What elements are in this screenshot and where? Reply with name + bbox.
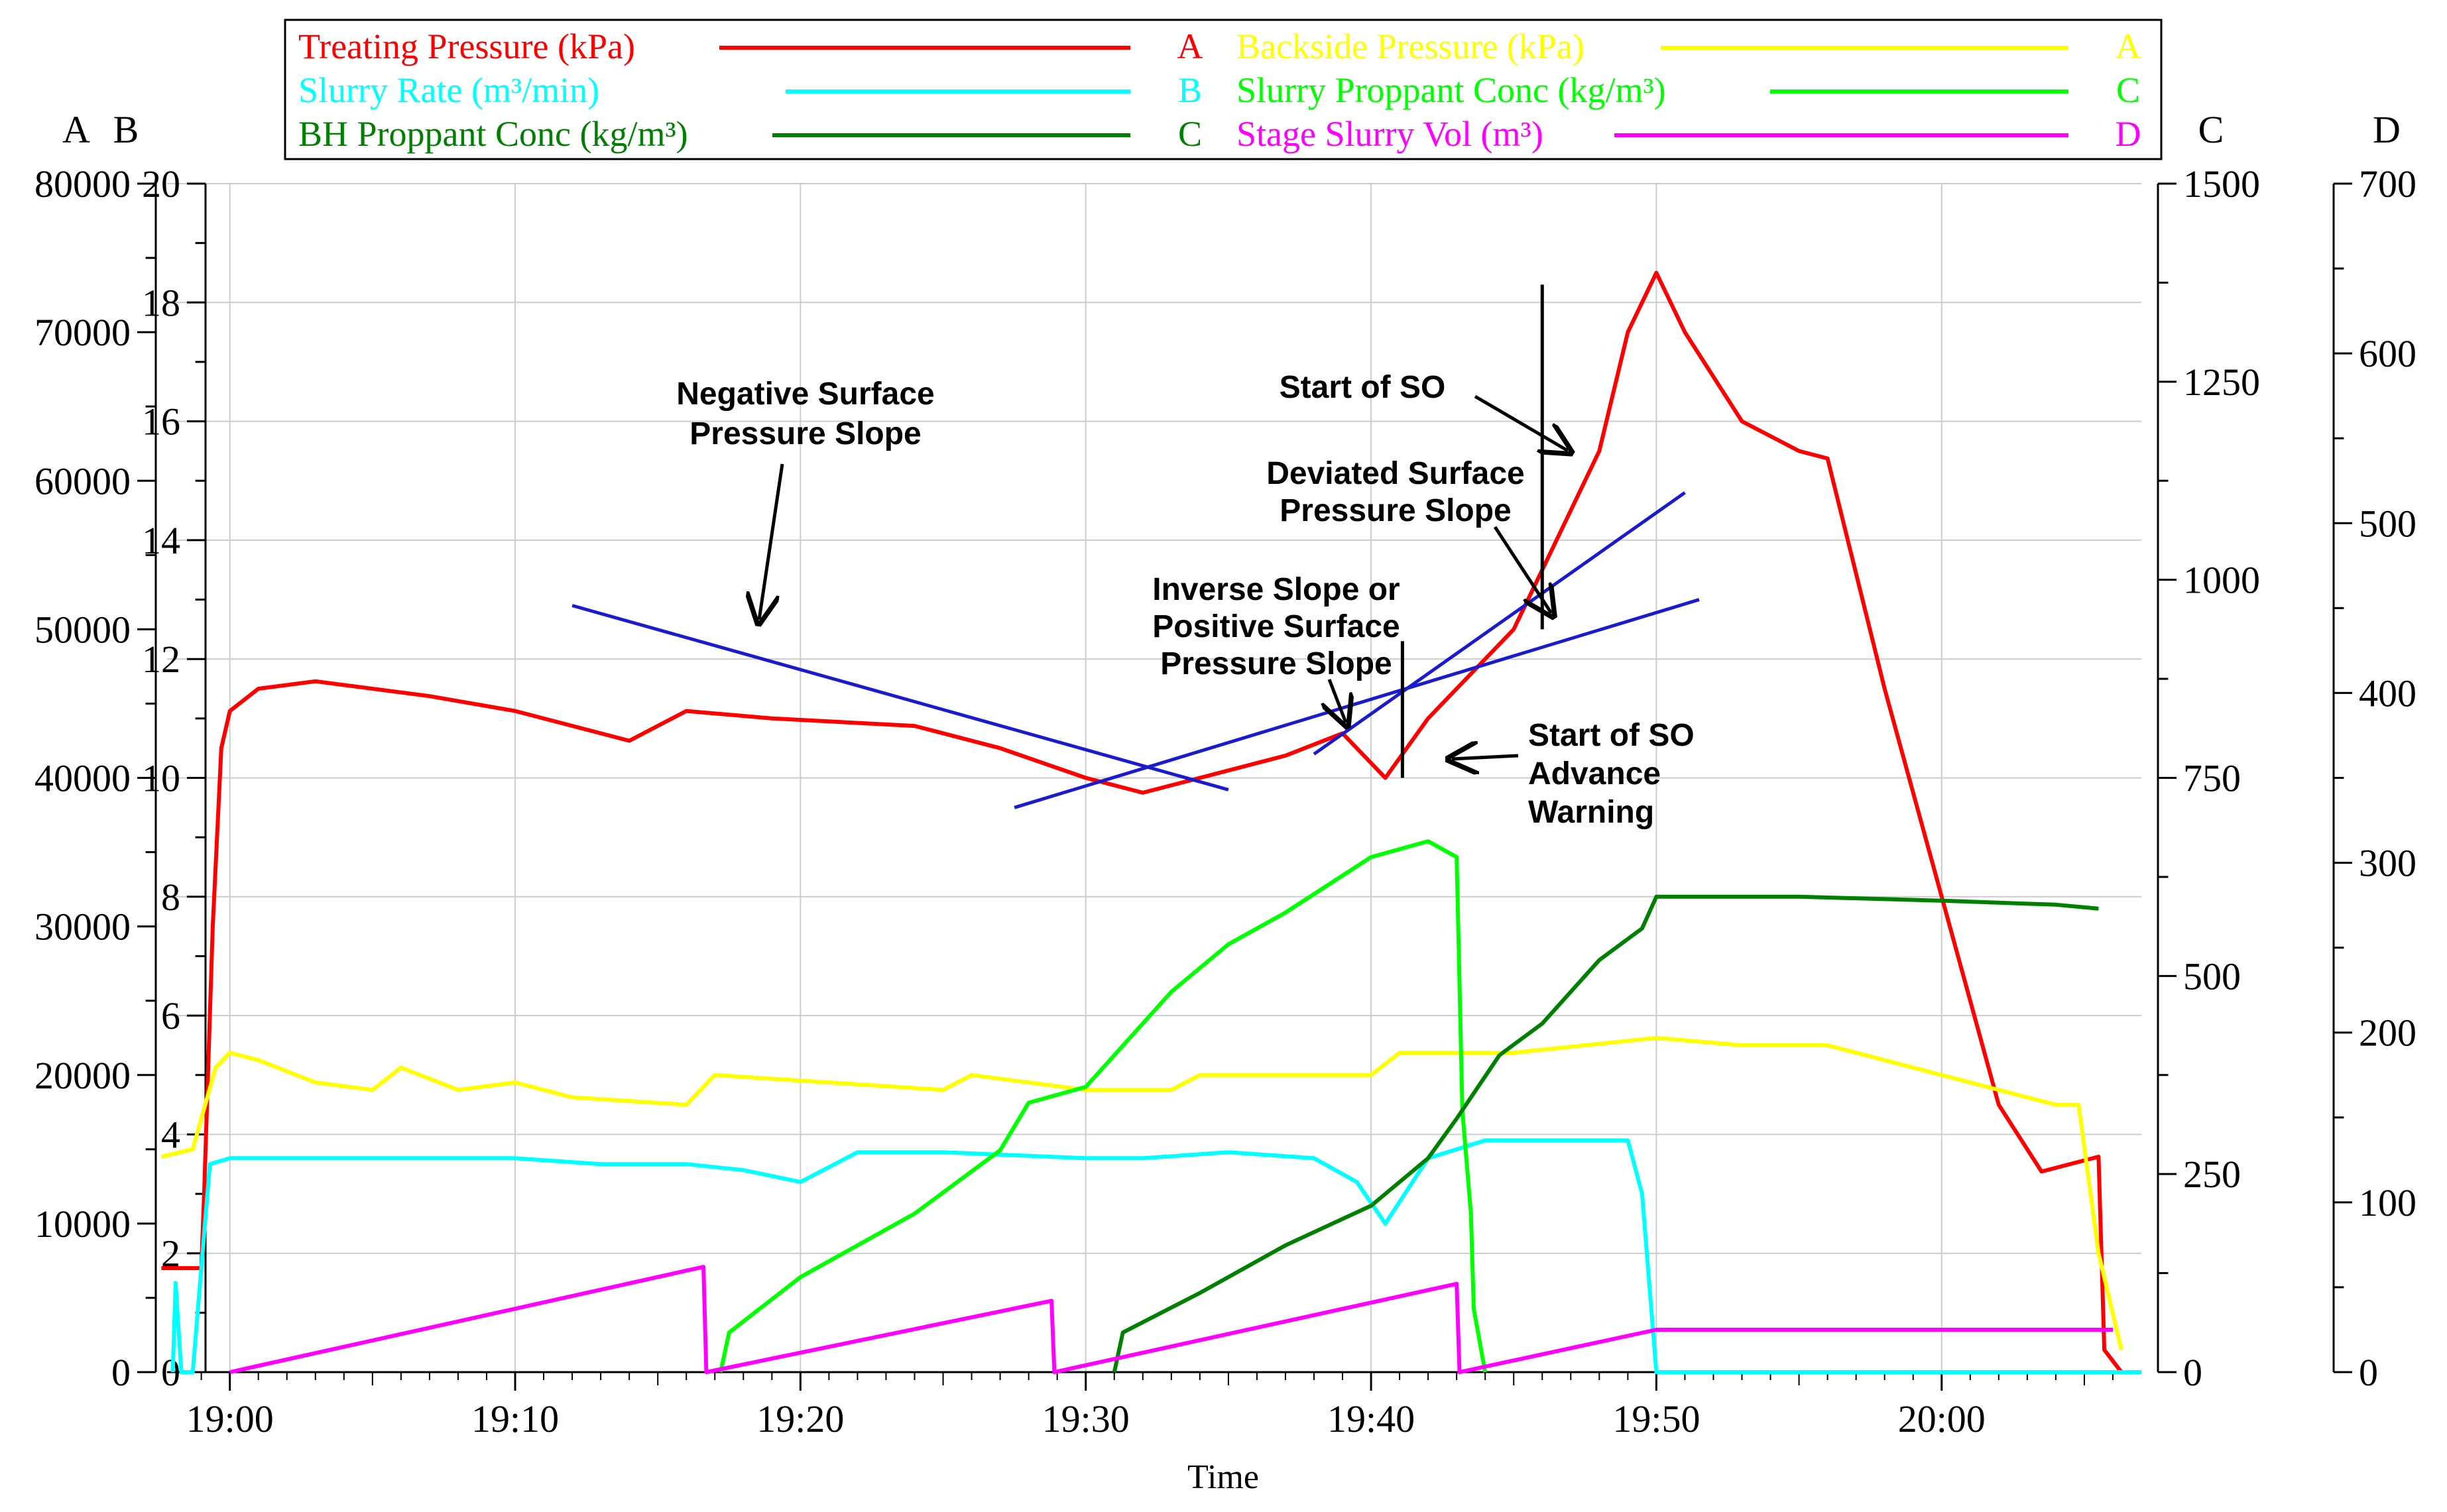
series-line [170,1138,2141,1374]
arrow-deviated-slope [1493,526,1551,613]
legend-label: BH Proppant Conc (kg/m³) [298,114,688,154]
axis-c-tick-label: 1000 [2183,559,2260,602]
legend-axis-letter: D [2116,114,2141,154]
axis-c-tick-label: 500 [2183,955,2241,998]
axis-c-tick-label: 1500 [2183,162,2260,205]
x-tick-label: 19:00 [186,1397,274,1440]
arrow-advance-warning [1452,756,1519,759]
axis-d-tick-label: 500 [2359,502,2417,545]
axis-c-title: C [2198,108,2224,151]
legend-axis-letter: A [2116,27,2141,66]
axis-b-tick-label: 14 [142,519,180,562]
axis-d-title: D [2373,108,2401,151]
annotation-text: Positive Surface [1152,609,1400,644]
arrow-inverse-slope [1329,679,1346,723]
x-tick-label: 19:10 [471,1397,559,1440]
annotation-text: Warning [1528,795,1654,830]
x-tick-label: 19:30 [1042,1397,1130,1440]
axis-b-tick-label: 10 [142,757,180,800]
x-tick-label: 20:00 [1898,1397,1986,1440]
legend-label: Slurry Rate (m³/min) [298,70,599,110]
annotation-text: Inverse Slope or [1152,572,1400,607]
axis-d-tick-label: 100 [2359,1181,2417,1224]
annotation-text: Negative Surface [676,377,935,412]
series-line [229,1265,2113,1374]
annotation-text: Start of SO [1280,370,1446,405]
axis-b-tick-label: 18 [142,281,180,324]
legend-label: Treating Pressure (kPa) [298,27,635,66]
annotation-text: Start of SO [1528,718,1695,753]
legend-axis-letter: C [1178,114,1202,154]
slope-line [1014,598,1700,809]
axis-b-tick-label: 6 [161,994,180,1037]
axis-a-tick-label: 80000 [34,162,131,205]
series-line [160,1035,2123,1351]
axis-a-tick-label: 10000 [34,1202,131,1246]
x-tick-label: 19:50 [1612,1397,1700,1440]
axis-a-tick-label: 20000 [34,1054,131,1097]
arrow-negative-slope [759,463,784,620]
axis-a-tick-label: 40000 [34,757,131,800]
axis-c-tick-label: 750 [2183,757,2241,800]
x-axis-title: Time [1187,1458,1259,1496]
annotation-text: Pressure Slope [1160,646,1392,681]
axis-b-tick-label: 16 [142,400,180,443]
x-tick-label: 19:20 [756,1397,844,1440]
axis-d-tick-label: 200 [2359,1012,2417,1055]
axis-d-tick-label: 0 [2359,1351,2378,1394]
annotation-text: Pressure Slope [689,416,922,451]
slope-line [571,604,1229,791]
axis-a-tick-label: 30000 [34,905,131,949]
axis-b-title: B [113,108,139,151]
axis-a-tick-label: 60000 [34,459,131,502]
legend-label: Stage Slurry Vol (m³) [1236,114,1543,154]
axis-c-tick-label: 250 [2183,1153,2241,1196]
axis-c-tick-label: 1250 [2183,361,2260,404]
legend-axis-letter: C [2116,70,2140,110]
axis-b-tick-label: 20 [142,162,180,205]
series-line [1112,894,2099,1373]
axis-b-tick-label: 12 [142,638,180,681]
legend-label: Backside Pressure (kPa) [1236,27,1584,66]
annotation-text: Advance [1528,756,1661,791]
axis-a-tick-label: 0 [111,1351,131,1394]
series-group [160,270,2141,1374]
slope-line [1313,491,1686,756]
axis-a-tick-label: 70000 [34,311,131,354]
series-line [161,270,2123,1373]
annotation-text: Deviated Surface [1266,456,1525,491]
legend-axis-letter: B [1178,70,1202,110]
legend-label: Slurry Proppant Conc (kg/m³) [1236,70,1666,110]
axis-d-tick-label: 400 [2359,671,2417,715]
axis-d-tick-label: 700 [2359,162,2417,205]
axis-a-title: A [62,108,90,151]
legend-axis-letter: A [1177,27,1203,66]
arrow-start-of-so [1474,394,1568,451]
axis-b-tick-label: 0 [161,1351,180,1394]
axis-d-tick-label: 600 [2359,332,2417,375]
axis-b-tick-label: 4 [161,1113,180,1156]
slope-lines [571,491,1700,809]
legend: Treating Pressure (kPa) A Backside Pressur… [284,19,2163,160]
x-tick-label: 19:40 [1327,1397,1415,1440]
axis-a-tick-label: 50000 [34,608,131,651]
axis-b-tick-label: 8 [161,876,180,919]
axis-d-tick-label: 300 [2359,842,2417,885]
annotation-text: Pressure Slope [1280,493,1512,528]
axis-c-tick-label: 0 [2183,1351,2202,1394]
